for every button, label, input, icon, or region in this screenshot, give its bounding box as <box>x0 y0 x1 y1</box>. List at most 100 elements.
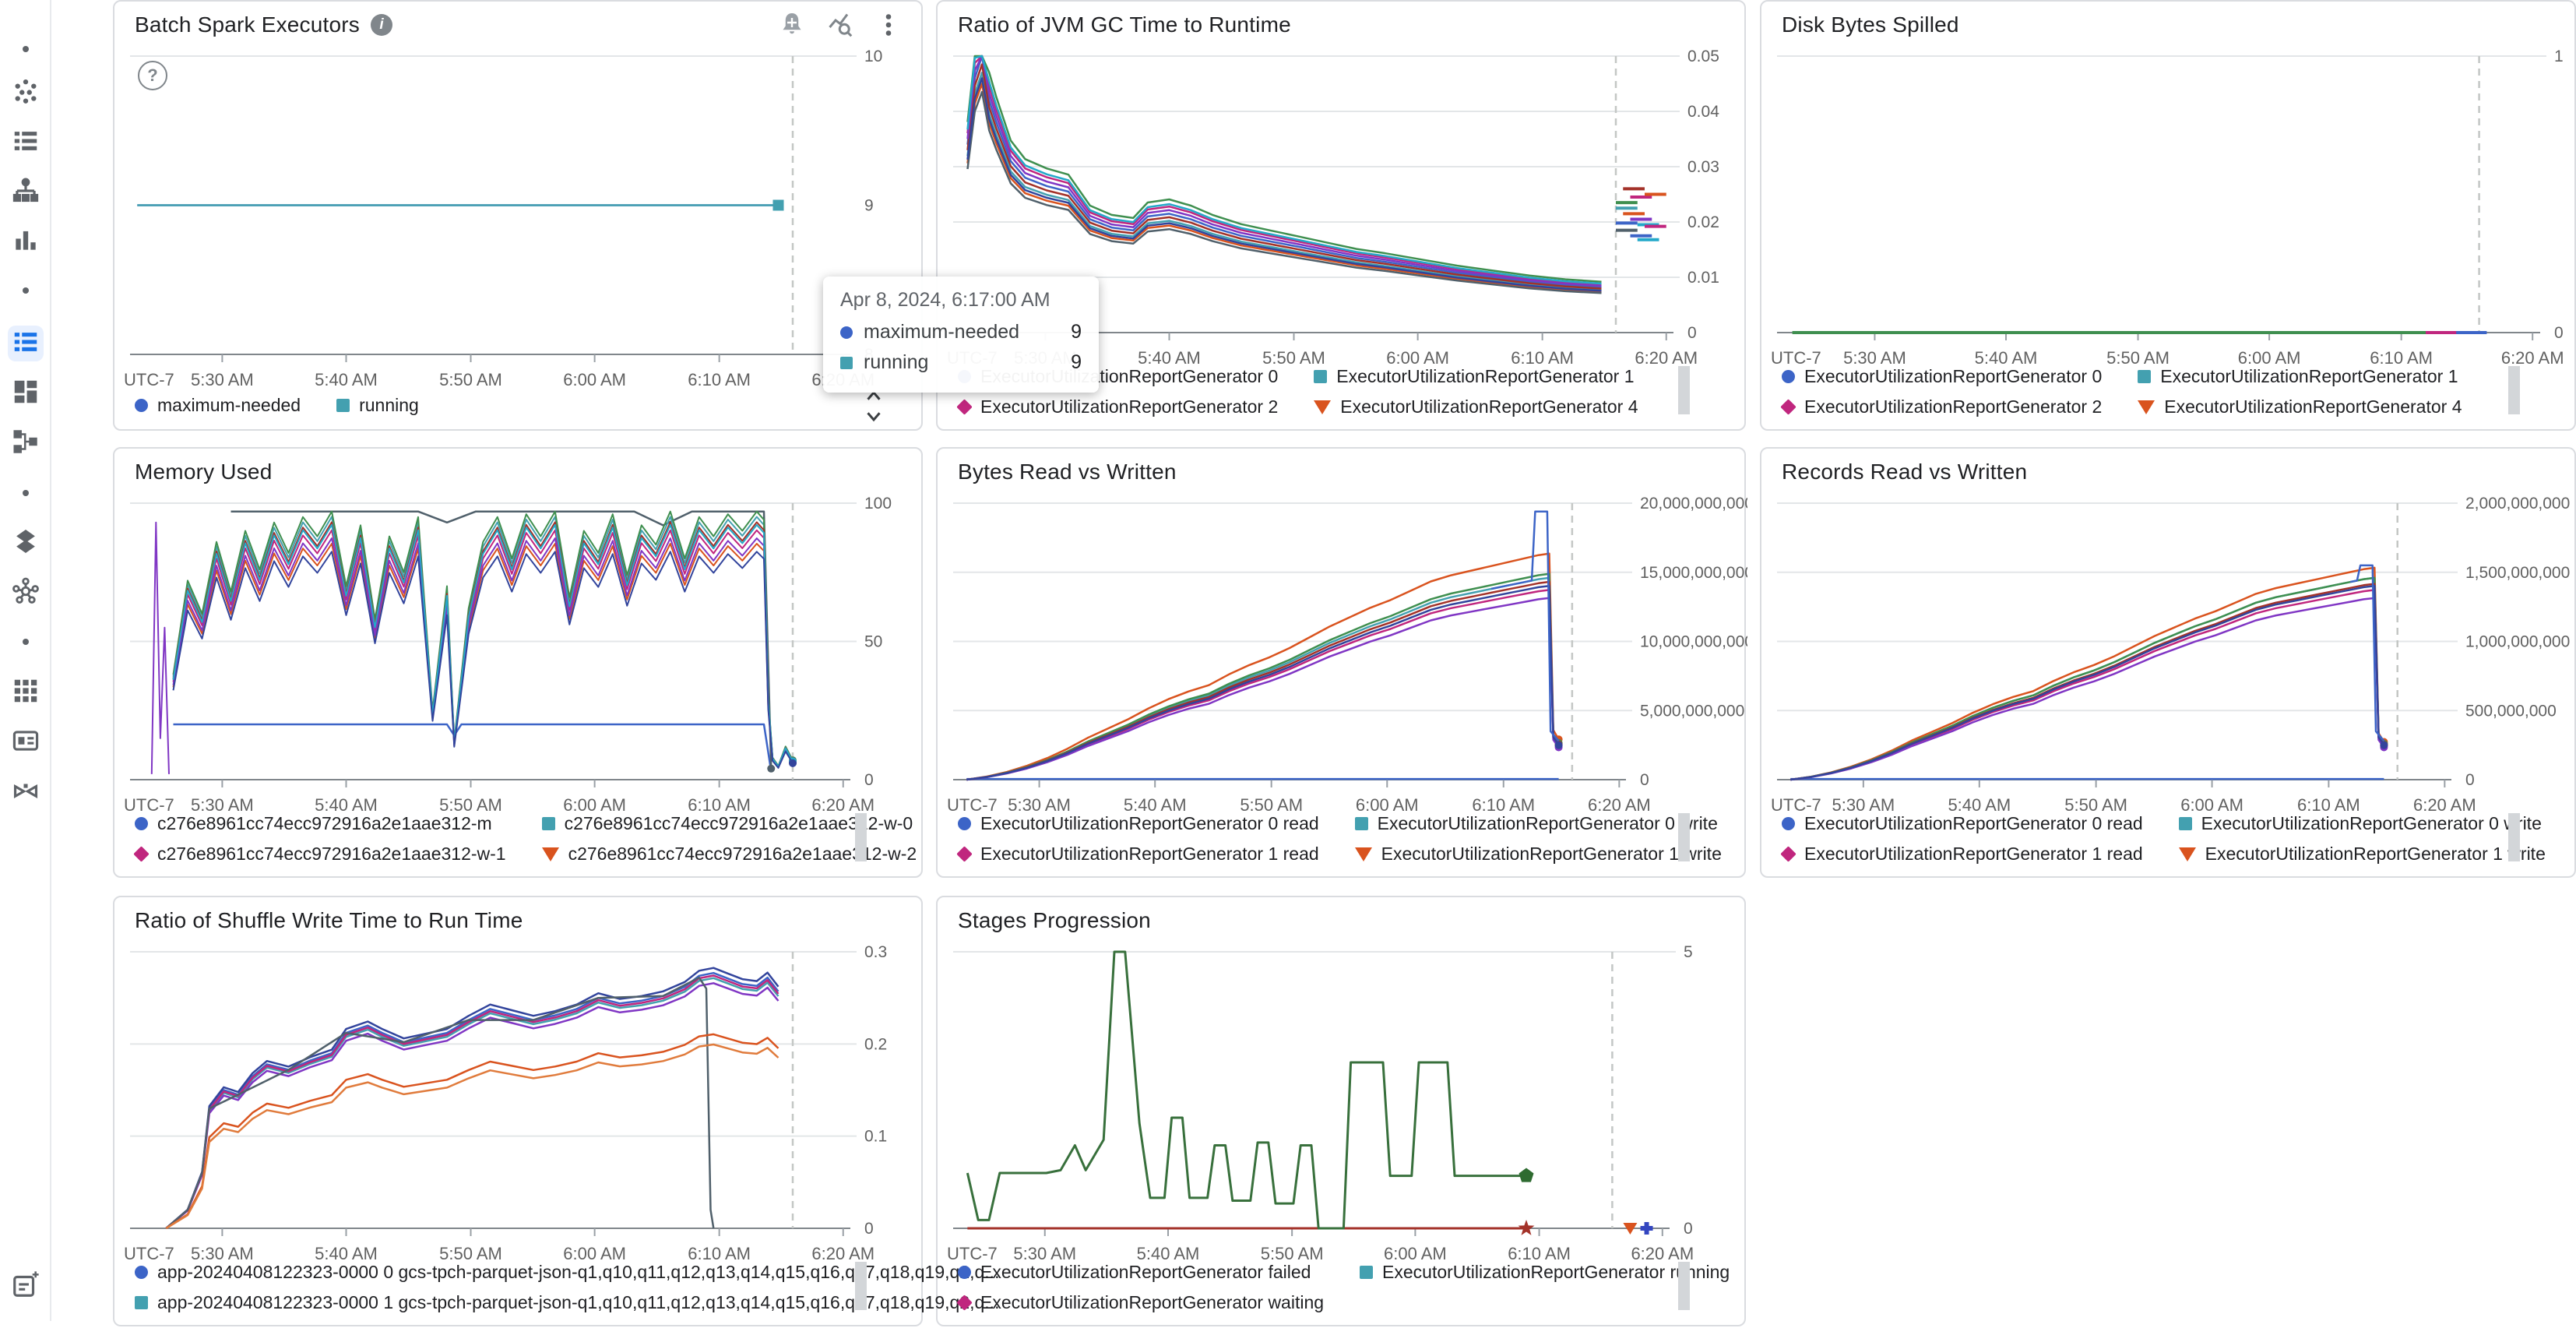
sidebar-item-card-14[interactable] <box>8 724 44 760</box>
svg-text:6:10 AM: 6:10 AM <box>1508 1244 1571 1263</box>
legend-item[interactable]: ExecutorUtilizationReportGenerator faile… <box>958 1262 1324 1283</box>
legend-item[interactable]: maximum-needed <box>135 395 301 416</box>
svg-text:0.02: 0.02 <box>1687 213 1719 231</box>
legend-item[interactable]: c276e8961cc74ecc972916a2e1aae312-w-1 <box>133 844 506 865</box>
svg-text:0: 0 <box>1684 1220 1693 1238</box>
panel-title: Batch Spark Executors <box>135 12 360 37</box>
legend-item[interactable]: ExecutorUtilizationReportGenerator 4 <box>2138 396 2462 417</box>
legend-scrollbar[interactable] <box>1678 813 1690 861</box>
sidebar-item-toc-2[interactable] <box>8 125 44 160</box>
svg-text:0.2: 0.2 <box>864 1035 887 1053</box>
svg-text:UTC-7: UTC-7 <box>124 1244 174 1263</box>
legend-item[interactable]: app-20240408122323-0000 1 gcs-tpch-parqu… <box>135 1292 999 1313</box>
legend-item[interactable]: c276e8961cc74ecc972916a2e1aae312-m <box>135 813 506 834</box>
chart-legend: ExecutorUtilizationReportGenerator 0 Exec… <box>956 366 1638 417</box>
svg-text:6:10 AM: 6:10 AM <box>1511 348 1574 368</box>
legend-scrollbar[interactable] <box>2508 813 2520 861</box>
legend-item[interactable]: ExecutorUtilizationReportGenerator 1 rea… <box>1780 844 2143 865</box>
svg-text:6:20 AM: 6:20 AM <box>1588 795 1651 815</box>
sidebar-item-bowtie-15[interactable] <box>8 775 44 811</box>
create-alert-icon[interactable] <box>778 11 806 43</box>
legend-label: ExecutorUtilizationReportGenerator 0 <box>1804 366 2103 386</box>
sidebar-item-grid-13[interactable] <box>8 675 44 710</box>
legend-item[interactable]: ExecutorUtilizationReportGenerator 4 <box>1314 396 1638 417</box>
sidebar-item-toc-6[interactable] <box>8 326 44 361</box>
legend-label: c276e8961cc74ecc972916a2e1aae312-w-1 <box>157 844 506 864</box>
help-icon[interactable]: ? <box>138 61 167 90</box>
legend-label: app-20240408122323-0000 0 gcs-tpch-parqu… <box>157 1262 1000 1282</box>
explore-chart-icon[interactable] <box>826 11 854 43</box>
legend-marker-square <box>336 399 350 412</box>
legend-item[interactable]: ExecutorUtilizationReportGenerator 1 <box>2138 366 2462 387</box>
more-vert-icon[interactable] <box>875 11 903 43</box>
legend-label: c276e8961cc74ecc972916a2e1aae312-m <box>157 813 492 833</box>
legend-item[interactable]: ExecutorUtilizationReportGenerator 1 rea… <box>956 844 1319 865</box>
sidebar-item-dot-9[interactable] <box>8 477 44 513</box>
legend-label: ExecutorUtilizationReportGenerator 1 wri… <box>1381 844 1722 864</box>
sidebar-item-dot-5[interactable] <box>8 274 44 310</box>
sidebar-item-layers-10[interactable] <box>8 525 44 561</box>
svg-text:5:50 AM: 5:50 AM <box>2064 795 2127 815</box>
svg-text:6:10 AM: 6:10 AM <box>688 1244 751 1263</box>
svg-text:6:00 AM: 6:00 AM <box>2238 348 2301 368</box>
legend-scrollbar[interactable] <box>855 813 867 861</box>
sidebar-item-schema-8[interactable] <box>8 425 44 461</box>
sidebar-item-dot-12[interactable] <box>8 625 44 661</box>
legend-label: running <box>359 395 419 415</box>
legend-item[interactable]: app-20240408122323-0000 0 gcs-tpch-parqu… <box>135 1262 999 1283</box>
sidebar-item-tree-3[interactable] <box>8 174 44 210</box>
legend-item[interactable]: ExecutorUtilizationReportGenerator 1 wri… <box>2178 844 2546 865</box>
sidebar-item-compose-16[interactable] <box>8 1268 44 1304</box>
bowtie-icon <box>11 777 40 810</box>
legend-item[interactable]: c276e8961cc74ecc972916a2e1aae312-w-0 <box>541 813 917 834</box>
legend-marker-triangle <box>2138 400 2155 414</box>
legend-item[interactable]: ExecutorUtilizationReportGenerator 0 <box>1782 366 2102 387</box>
svg-text:5:30 AM: 5:30 AM <box>1843 348 1906 368</box>
legend-item[interactable]: ExecutorUtilizationReportGenerator 0 rea… <box>958 813 1319 834</box>
legend-item[interactable]: ExecutorUtilizationReportGenerator 2 <box>1780 396 2102 417</box>
chart-plot-records-read-written[interactable]: 2,000,000,000 1,500,000,000 1,000,000,000 5… <box>1761 449 2576 879</box>
svg-text:5:30 AM: 5:30 AM <box>1013 1244 1076 1263</box>
chart-plot-disk-bytes-spilled[interactable]: 1 0 5:30 AM 5:40 AM 5:50 AM 6:00 AM 6:10 AM 6:2… <box>1761 2 2576 432</box>
sidebar-item-dot-0[interactable] <box>8 33 44 69</box>
svg-text:5:40 AM: 5:40 AM <box>315 795 378 815</box>
info-icon[interactable]: i <box>371 14 392 36</box>
legend-sort-control[interactable] <box>862 385 885 425</box>
sidebar-item-cluster-1[interactable] <box>8 75 44 111</box>
legend-scrollbar[interactable] <box>1678 1262 1690 1310</box>
legend-label: ExecutorUtilizationReportGenerator 2 <box>980 396 1279 417</box>
svg-text:0.1: 0.1 <box>864 1128 887 1146</box>
bar-icon <box>11 225 40 259</box>
svg-text:5:40 AM: 5:40 AM <box>315 1244 378 1263</box>
legend-item[interactable]: ExecutorUtilizationReportGenerator 0 wri… <box>2178 813 2546 834</box>
legend-item[interactable]: ExecutorUtilizationReportGenerator 0 rea… <box>1782 813 2143 834</box>
legend-item[interactable]: ExecutorUtilizationReportGenerator 0 wri… <box>1354 813 1722 834</box>
svg-text:1,500,000,000: 1,500,000,000 <box>2465 564 2570 582</box>
chart-plot-batch-spark-executors[interactable]: 10985:30 AM5:40 AM5:50 AM6:00 AM6:10 AM6… <box>114 2 924 432</box>
panel-title: Ratio of Shuffle Write Time to Run Time <box>135 908 523 932</box>
legend-item[interactable]: running <box>336 395 419 416</box>
legend-scrollbar[interactable] <box>1678 366 1690 414</box>
legend-scrollbar[interactable] <box>855 1262 867 1310</box>
svg-text:5:50 AM: 5:50 AM <box>1240 795 1303 815</box>
left-icon-sidebar <box>0 0 51 1321</box>
sidebar-item-bar-4[interactable] <box>8 224 44 259</box>
legend-label: maximum-needed <box>157 395 301 415</box>
legend-label: ExecutorUtilizationReportGenerator faile… <box>980 1262 1311 1282</box>
svg-text:6:20 AM: 6:20 AM <box>1635 348 1698 368</box>
chart-plot-stages-progression[interactable]: 5 0 5:30 AM 5:40 AM 5:50 AM 6:00 AM 6:10 AM 6:2… <box>938 897 1747 1328</box>
legend-item[interactable]: ExecutorUtilizationReportGenerator 1 wri… <box>1354 844 1722 865</box>
legend-item[interactable]: ExecutorUtilizationReportGenerator 2 <box>956 396 1279 417</box>
chart-plot-memory-used[interactable]: 100 50 0 5:30 AM 5:40 AM 5:50 AM 6:00 AM 6:10 A… <box>114 449 924 879</box>
legend-label: ExecutorUtilizationReportGenerator 1 <box>1336 366 1635 386</box>
legend-item[interactable]: ExecutorUtilizationReportGenerator waiti… <box>956 1292 1324 1313</box>
sidebar-item-hub-11[interactable] <box>8 575 44 611</box>
legend-marker-circle <box>1782 370 1795 383</box>
chart-plot-shuffle-write-ratio[interactable]: 0.3 0.2 0.1 0 5:30 AM 5:40 AM 5:50 AM 6:00 AM 6:… <box>114 897 924 1328</box>
legend-item[interactable]: ExecutorUtilizationReportGenerator 1 <box>1314 366 1638 387</box>
sidebar-item-dashboard-7[interactable] <box>8 375 44 411</box>
legend-item[interactable]: ExecutorUtilizationReportGenerator runni… <box>1360 1262 1730 1283</box>
chart-plot-bytes-read-written[interactable]: 20,000,000,000 15,000,000,000 10,000,000,0… <box>938 449 1747 879</box>
legend-scrollbar[interactable] <box>2508 366 2520 414</box>
